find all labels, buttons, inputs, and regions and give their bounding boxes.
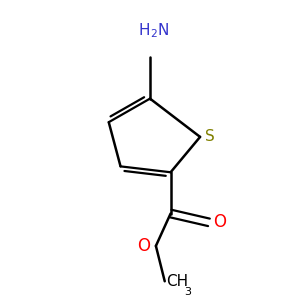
Text: O: O <box>213 213 226 231</box>
Text: CH: CH <box>166 274 188 289</box>
Text: H: H <box>139 23 150 38</box>
Text: S: S <box>206 129 215 144</box>
Text: O: O <box>138 237 151 255</box>
Text: 3: 3 <box>184 286 191 297</box>
Text: $_2$N: $_2$N <box>150 22 169 40</box>
